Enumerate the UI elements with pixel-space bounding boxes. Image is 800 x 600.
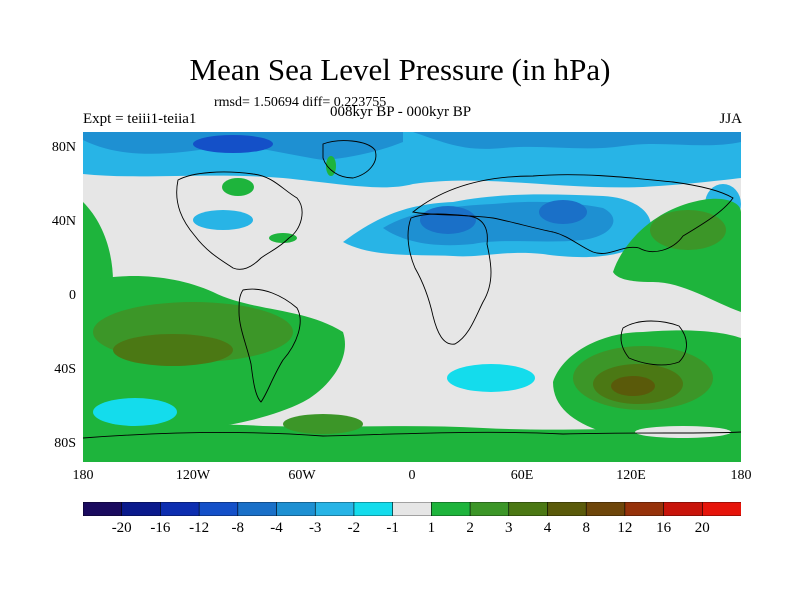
legend-swatch: [353, 502, 394, 516]
legend-tick-label: 16: [656, 520, 672, 536]
legend-swatch: [83, 502, 123, 516]
arctic-negative-core-east: [413, 132, 741, 149]
lat-label-40n: 40N: [51, 214, 76, 229]
legend-swatch: [392, 502, 432, 516]
lon-label-60w: 60W: [288, 468, 316, 483]
legend-swatch: [431, 502, 471, 516]
legend-swatch: [198, 502, 239, 516]
pressure-anomaly-map: [83, 132, 741, 462]
legend-tick-label: -2: [347, 520, 361, 536]
legend-tick-label: 1: [427, 520, 436, 536]
lat-label-80s: 80S: [54, 436, 76, 451]
lon-label-120e: 120E: [616, 468, 646, 483]
legend-tick-label: 12: [617, 520, 633, 536]
antarctic-neutral-patch: [635, 426, 731, 438]
lon-label-180w: 180: [72, 468, 94, 483]
southwest-pacific-negative: [93, 398, 177, 426]
legend-tick-label: 8: [582, 520, 590, 536]
north-america-negative: [193, 210, 253, 230]
legend-swatch: [469, 502, 510, 516]
eurasia-negative-core-east: [539, 200, 587, 224]
lat-label-40s: 40S: [54, 362, 76, 377]
legend-swatch: [701, 502, 741, 516]
legend-swatch: [663, 502, 703, 516]
legend-colorbar: [83, 502, 741, 516]
legend-swatch: [276, 502, 316, 516]
experiment-label: Expt = teiii1-teiia1: [83, 111, 197, 127]
period-label: 008kyr BP - 000kyr BP: [330, 104, 472, 120]
legend-swatch: [508, 502, 549, 516]
legend-swatch: [547, 502, 587, 516]
legend-swatch: [121, 502, 162, 516]
lon-label-180e: 180: [730, 468, 752, 483]
legend-swatch: [624, 502, 665, 516]
lat-label-80n: 80N: [51, 140, 76, 155]
continent-outlines: [83, 140, 741, 439]
arctic-negative-min: [193, 135, 273, 153]
canada-positive: [222, 178, 254, 196]
legend-tick-label: -12: [189, 520, 210, 536]
legend-tick-label: 2: [466, 520, 474, 536]
legend-swatch: [237, 502, 278, 516]
legend-tick-label: -20: [111, 520, 132, 536]
greenland-positive: [326, 156, 336, 176]
legend-tick-label: 4: [543, 520, 552, 536]
lon-label-120w: 120W: [175, 468, 211, 483]
legend-tick-label: 3: [505, 520, 513, 536]
legend-swatch: [160, 502, 200, 516]
legend-swatch: [314, 502, 355, 516]
legend-swatch: [585, 502, 626, 516]
legend-tick-label: -3: [308, 520, 322, 536]
antarctic-positive-core: [283, 414, 363, 434]
northwest-pacific-positive-core: [650, 210, 726, 250]
legend-tick-label: -1: [386, 520, 399, 536]
legend-tick-label: -8: [231, 520, 245, 536]
eurasia-negative-core-west: [420, 206, 476, 234]
legend-tick-label: -4: [270, 520, 283, 536]
atlantic-positive: [269, 233, 297, 243]
south-atlantic-negative: [447, 364, 535, 392]
season-label: JJA: [719, 111, 742, 127]
stats-label: rmsd= 1.50694 diff= 0.223755: [214, 95, 387, 110]
map-title: Mean Sea Level Pressure (in hPa): [189, 52, 611, 87]
lat-label-0: 0: [69, 288, 76, 303]
lon-label-60e: 60E: [510, 468, 534, 483]
south-indian-positive-max: [611, 376, 655, 396]
legend-tick-label: -16: [150, 520, 171, 536]
south-pacific-positive-core: [113, 334, 233, 366]
lon-label-0: 0: [408, 468, 416, 483]
legend-tick-label: 20: [694, 520, 710, 536]
